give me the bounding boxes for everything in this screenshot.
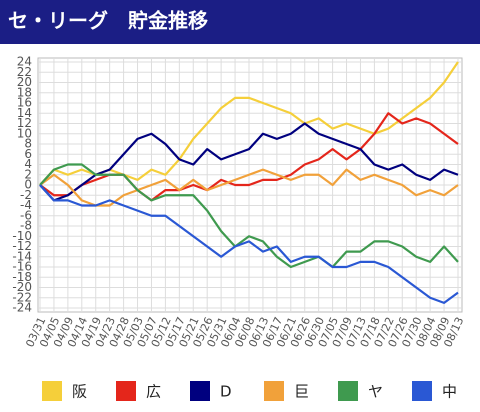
chart-title: セ・リーグ 貯金推移 (8, 9, 208, 33)
y-tick-label: -2 (20, 188, 32, 202)
series-line (39, 122, 459, 202)
y-tick-label: -6 (20, 208, 32, 222)
y-tick-label: 22 (17, 65, 32, 79)
y-tick-label: -18 (12, 270, 32, 284)
series-line (39, 168, 459, 207)
legend-label: 中 (442, 383, 457, 401)
header (0, 0, 480, 44)
legend-swatch (42, 381, 62, 401)
y-tick-label: -16 (12, 260, 32, 274)
legend-label: D (220, 383, 232, 401)
y-tick-label: 16 (17, 96, 32, 110)
series-line (39, 184, 459, 304)
legend-swatch (412, 381, 432, 401)
y-tick-label: 8 (24, 137, 32, 151)
legend-swatch (190, 381, 210, 401)
y-tick-label: -10 (12, 229, 32, 243)
legend-swatch (338, 381, 358, 401)
y-tick-label: 12 (17, 116, 32, 130)
series-line (39, 163, 459, 269)
legend-label: 阪 (72, 383, 87, 401)
y-tick-label: 18 (17, 85, 32, 99)
y-tick-label: -14 (12, 249, 32, 263)
y-tick-label: 0 (24, 178, 32, 192)
y-tick-label: 6 (24, 147, 32, 161)
y-tick-label: 20 (17, 75, 32, 89)
y-tick-label: 24 (17, 55, 32, 69)
legend-swatch (116, 381, 136, 401)
y-tick-label: -22 (12, 290, 32, 304)
y-tick-label: -24 (12, 301, 32, 315)
legend-swatch (264, 381, 284, 401)
y-tick-label: 4 (24, 157, 32, 171)
legend-label: 巨 (294, 383, 309, 401)
y-tick-label: -4 (20, 198, 32, 212)
y-tick-label: -8 (20, 219, 32, 233)
y-tick-label: 10 (17, 126, 32, 140)
legend-label: 広 (146, 383, 161, 401)
legend-label: ヤ (368, 383, 383, 401)
y-tick-label: 2 (24, 167, 32, 181)
y-tick-label: -20 (12, 280, 32, 294)
y-tick-label: 14 (17, 106, 32, 120)
y-tick-label: -12 (12, 239, 32, 253)
